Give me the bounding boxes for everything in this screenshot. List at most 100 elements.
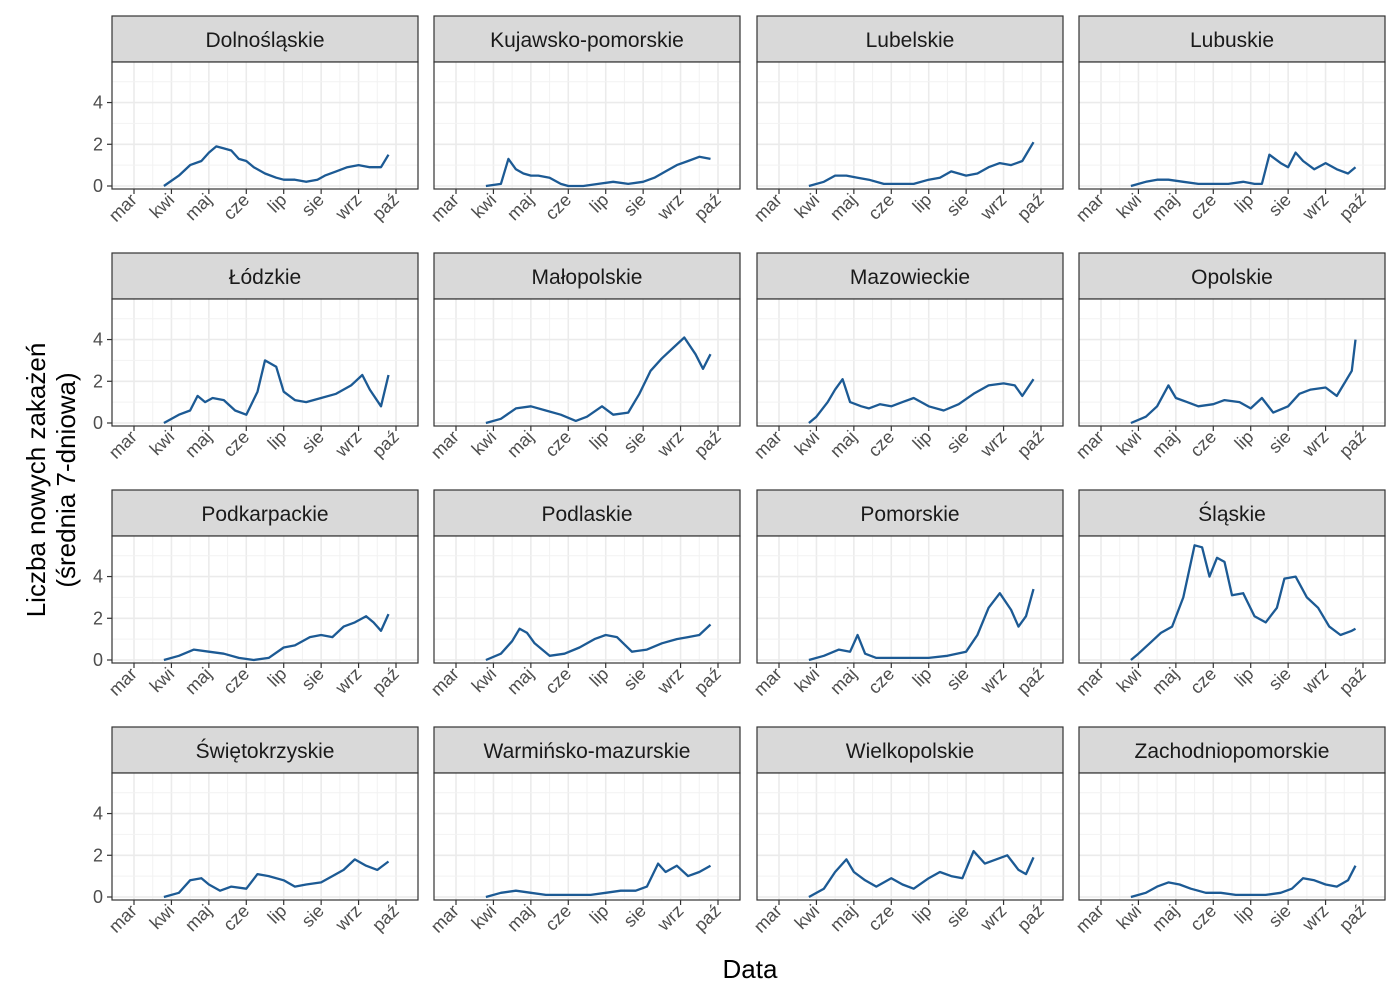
y-tick-label: 2: [93, 845, 103, 865]
panel-border: [756, 535, 1064, 664]
panel-title: Zachodniopomorskie: [1135, 740, 1330, 763]
panel-title: Wielkopolskie: [846, 740, 974, 763]
panel-strip: [1078, 252, 1386, 300]
y-tick-label: 4: [93, 567, 103, 587]
panel-strip: [433, 252, 741, 300]
panel-border: [1078, 772, 1386, 901]
panel-title: Świętokrzyskie: [196, 739, 335, 763]
panel-title: Śląskie: [1198, 502, 1266, 526]
panel-title: Pomorskie: [860, 503, 959, 526]
panel-title: Opolskie: [1191, 266, 1273, 289]
y-tick-label: 2: [93, 608, 103, 628]
series-line: [1130, 544, 1357, 661]
series-line: [1130, 339, 1357, 425]
x-axis-title: Data: [723, 954, 778, 984]
panel-border: [433, 298, 741, 427]
y-tick-label: 4: [93, 804, 103, 824]
series-line: [1130, 865, 1357, 899]
series-line: [808, 849, 1035, 899]
panel-strip: [111, 489, 419, 537]
panel-border: [111, 772, 419, 901]
panel-strip: [1078, 726, 1386, 774]
panel-title: Kujawsko-pomorskie: [490, 29, 684, 52]
panel-strip: [433, 15, 741, 63]
panel-border: [756, 298, 1064, 427]
y-tick-label: 0: [93, 650, 103, 670]
panel-strip: [111, 15, 419, 63]
y-axis-title: Liczba nowych zakażeń (średnia 7-dniowa): [21, 343, 81, 618]
panel-strip: [433, 489, 741, 537]
panel-strip: [1078, 15, 1386, 63]
panel-strip: [1078, 489, 1386, 537]
panel-border: [111, 298, 419, 427]
y-axis-title-line2: (średnia 7-dniowa): [51, 372, 81, 587]
y-axis-title-line1: Liczba nowych zakażeń: [21, 343, 51, 618]
panel-border: [1078, 61, 1386, 190]
panel-grid: [757, 299, 1063, 426]
panel-border: [111, 535, 419, 664]
panel-grid: [434, 299, 740, 426]
panel-strip: [756, 726, 1064, 774]
series-line: [163, 613, 390, 662]
series-line: [163, 145, 390, 187]
panel-grid: [757, 773, 1063, 900]
panel-border: [756, 61, 1064, 190]
panel-title: Małopolskie: [532, 266, 643, 289]
panel-strip: [433, 726, 741, 774]
y-tick-label: 0: [93, 176, 103, 196]
panel-grid: [1079, 62, 1385, 189]
panel-title: Lubelskie: [866, 29, 955, 52]
panel-border: [1078, 535, 1386, 664]
panel-grid: [434, 62, 740, 189]
panel-title: Łódzkie: [229, 266, 301, 289]
series-line: [808, 141, 1035, 188]
panel-title: Podlaskie: [541, 503, 632, 526]
panel-border: [433, 535, 741, 664]
series-line: [808, 588, 1035, 662]
panel-border: [433, 61, 741, 190]
panel-border: [756, 772, 1064, 901]
y-tick-label: 0: [93, 413, 103, 433]
panel-border: [433, 772, 741, 901]
panel-grid: [757, 536, 1063, 663]
y-tick-label: 2: [93, 134, 103, 154]
panel-title: Warmińsko-mazurskie: [484, 740, 691, 763]
panel-strip: [756, 489, 1064, 537]
panel-grid: [1079, 773, 1385, 900]
panel-title: Podkarpackie: [201, 503, 328, 526]
series-line: [163, 858, 390, 899]
y-tick-label: 0: [93, 887, 103, 907]
panel-grid: [434, 773, 740, 900]
series-line: [485, 862, 712, 899]
panel-title: Mazowieckie: [850, 266, 970, 289]
series-line: [163, 359, 390, 425]
series-line: [485, 623, 712, 662]
panel-title: Lubuskie: [1190, 29, 1274, 52]
panel-grid: [434, 536, 740, 663]
series-line: [485, 155, 711, 188]
series-line: [808, 378, 1035, 424]
y-tick-label: 2: [93, 371, 103, 391]
panel-title: Dolnośląskie: [205, 29, 324, 52]
panel-grid: [1079, 536, 1385, 663]
panel-strip: [756, 15, 1064, 63]
panel-border: [111, 61, 419, 190]
series-line: [1130, 151, 1357, 188]
panel-strip: [111, 726, 419, 774]
y-tick-label: 4: [93, 93, 103, 113]
panel-border: [1078, 298, 1386, 427]
panel-grid: [112, 62, 418, 189]
